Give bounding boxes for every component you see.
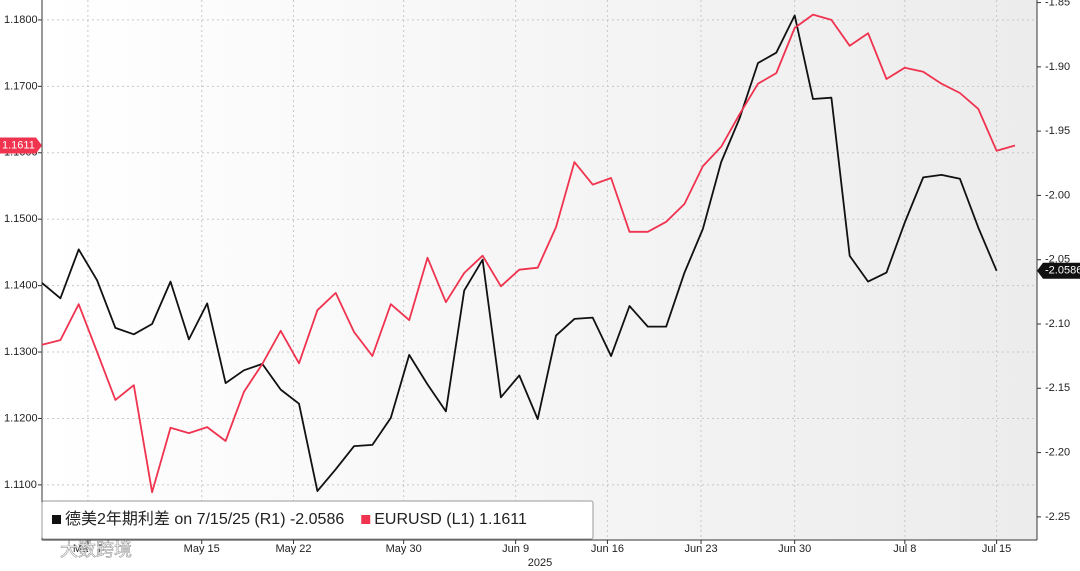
legend-label: EURUSD (L1) 1.1611 xyxy=(374,511,527,528)
series-line xyxy=(41,13,1016,494)
x-tick-label: Jun 16 xyxy=(591,543,624,555)
last-value-badge: -2.0586 xyxy=(1037,262,1080,279)
x-tick-label: May 15 xyxy=(184,543,220,555)
legend: 德美2年期利差 on 7/15/25 (R1) -2.0586 EURUSD (L… xyxy=(41,500,594,540)
y-tick-label: 1.1100 xyxy=(4,479,37,491)
y-tick-label: 1.1800 xyxy=(4,14,38,26)
badge-label: -2.0586 xyxy=(1045,265,1080,277)
x-tick-label: Jun 23 xyxy=(685,543,718,555)
y2-tick-label: -1.85 xyxy=(1045,0,1070,8)
legend-swatch xyxy=(52,515,61,524)
y2-tick-label: -2.15 xyxy=(1045,382,1070,394)
legend-swatch xyxy=(361,515,371,524)
y2-tick-label: -2.25 xyxy=(1045,511,1070,523)
badge-shape xyxy=(0,137,42,154)
legend-label: 德美2年期利差 on 7/15/25 (R1) -2.0586 xyxy=(65,510,344,528)
x-tick-label: Jun 9 xyxy=(502,543,529,555)
legend-box xyxy=(41,500,594,540)
y-tick-label: 1.1700 xyxy=(4,80,38,92)
y2-tick-label: -2.10 xyxy=(1045,318,1070,330)
x-tick-label: May 30 xyxy=(386,543,422,555)
x-tick-label: May 7 xyxy=(73,543,103,555)
badge-label: 1.1611 xyxy=(2,139,35,151)
y2-tick-label: -2.05 xyxy=(1045,254,1070,266)
x-tick-label: Jun 30 xyxy=(778,543,811,555)
x-axis-year: 2025 xyxy=(528,557,552,569)
series-line xyxy=(41,14,998,492)
y2-tick-label: -1.95 xyxy=(1045,125,1070,137)
x-tick-label: Jul 15 xyxy=(982,543,1011,555)
last-value-badge: 1.1611 xyxy=(0,137,42,154)
y-tick-label: 1.1200 xyxy=(4,412,38,424)
y2-tick-label: -1.90 xyxy=(1045,61,1070,73)
x-tick-label: Jul 8 xyxy=(893,543,916,555)
plot-area xyxy=(42,0,1037,540)
y2-tick-label: -2.20 xyxy=(1045,446,1070,458)
x-tick-label: May 22 xyxy=(275,543,311,555)
y2-tick-label: -2.00 xyxy=(1045,189,1070,201)
y-tick-label: 1.1300 xyxy=(4,346,38,358)
watermark: 大数跨境 xyxy=(60,540,132,560)
y-tick-label: 1.1400 xyxy=(4,280,38,292)
y-tick-label: 1.1500 xyxy=(4,213,38,225)
badge-shape xyxy=(1037,262,1080,279)
